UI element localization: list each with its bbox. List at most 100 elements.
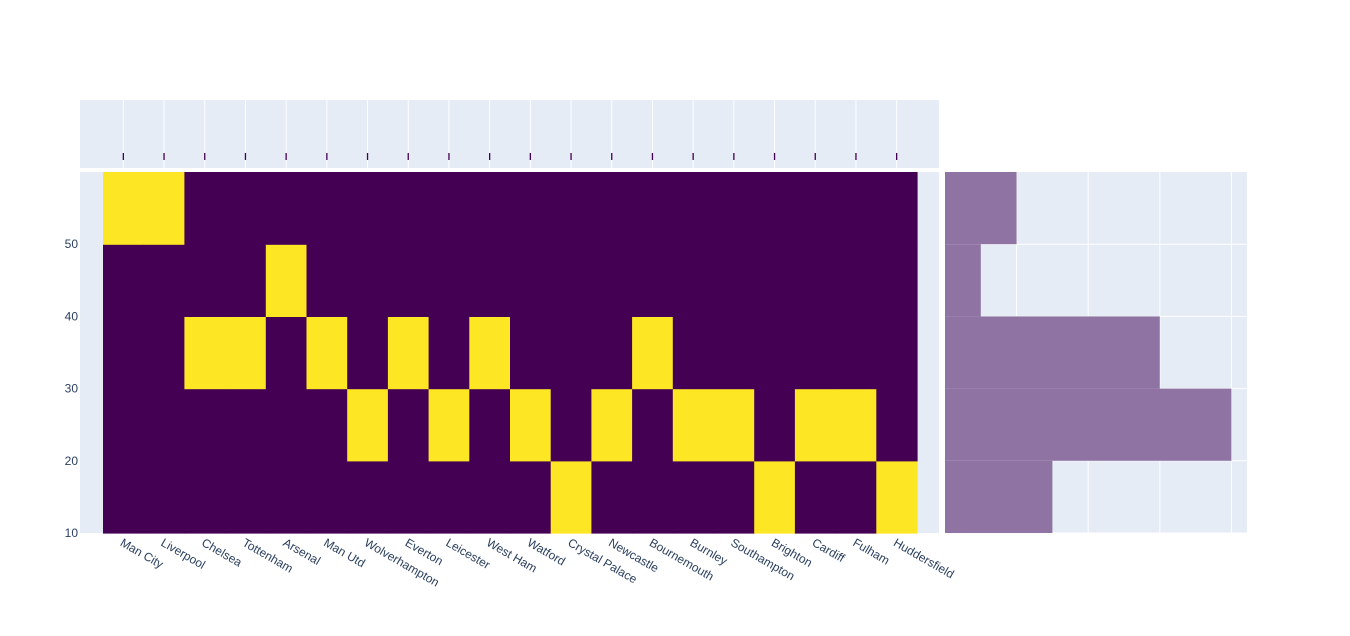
heatmap-cell xyxy=(347,316,389,390)
x-tick-label: Leicester xyxy=(443,535,492,571)
heatmap-cell xyxy=(876,244,918,317)
heatmap-cell xyxy=(387,388,430,462)
top-rug-panel xyxy=(80,100,939,168)
x-tick-label: Crystal Palace xyxy=(566,535,640,586)
heatmap-cell xyxy=(225,244,267,317)
x-tick-label: Man City xyxy=(118,535,166,571)
heatmap-cell xyxy=(550,316,592,390)
heatmap-cell xyxy=(632,172,674,245)
histogram-bar xyxy=(945,460,1053,533)
histogram-bar xyxy=(945,244,981,317)
heatmap-cell xyxy=(591,244,633,317)
heatmap-cell xyxy=(265,388,308,462)
heatmap-cell xyxy=(387,316,430,390)
heatmap-cell xyxy=(835,172,877,245)
heatmap-cell xyxy=(794,244,837,317)
heatmap-cell xyxy=(143,316,185,390)
x-tick-label: Huddersfield xyxy=(891,535,956,581)
heatmap-cell xyxy=(225,388,267,462)
heatmap-cell xyxy=(510,388,552,462)
heatmap-cell xyxy=(510,172,552,245)
y-tick-label: 10 xyxy=(65,526,79,540)
heatmap-cell xyxy=(794,172,837,245)
heatmap-cell xyxy=(306,460,348,534)
heatmap-cell xyxy=(265,172,308,245)
heatmap-cell xyxy=(713,460,755,534)
x-tick-label: Liverpool xyxy=(159,535,208,571)
heatmap-cell xyxy=(876,172,918,245)
heatmap-cell xyxy=(103,172,145,245)
heatmap-cell xyxy=(225,316,267,390)
heatmap-cell xyxy=(428,388,470,462)
y-axis-ticks: 10 20 30 40 50 xyxy=(65,237,79,540)
heatmap-cell xyxy=(632,316,674,390)
heatmap-cell xyxy=(347,388,389,462)
heatmap-cell xyxy=(306,388,348,462)
heatmap-cell xyxy=(835,460,877,534)
heatmap-cell xyxy=(469,388,511,462)
heatmap-cell xyxy=(632,244,674,317)
heatmap-cell xyxy=(713,316,755,390)
heatmap-cell xyxy=(672,172,715,245)
heatmap-cell xyxy=(754,388,796,462)
heatmap-cell xyxy=(306,316,348,390)
heatmap-cell xyxy=(754,172,796,245)
heatmap-cell xyxy=(103,244,145,317)
heatmap-cell xyxy=(143,244,185,317)
heatmap-cell xyxy=(510,316,552,390)
histogram-bar xyxy=(945,172,1017,245)
y-tick-label: 50 xyxy=(65,237,79,251)
heatmap-cell xyxy=(591,460,633,534)
heatmap-cell xyxy=(103,388,145,462)
heatmap-cell xyxy=(713,244,755,317)
x-tick-label: Cardiff xyxy=(810,535,848,565)
heatmap-cell xyxy=(143,172,185,245)
heatmap-cell xyxy=(510,244,552,317)
heatmap-cell xyxy=(672,388,715,462)
heatmap-cell xyxy=(591,172,633,245)
heatmap-cell xyxy=(754,244,796,317)
heatmap-cell xyxy=(184,172,226,245)
histogram-bar xyxy=(945,316,1160,389)
heatmap-cell xyxy=(794,388,837,462)
x-axis-ticks: Man CityLiverpoolChelseaTottenhamArsenal… xyxy=(118,535,957,589)
heatmap-cell xyxy=(469,244,511,317)
heatmap-cell xyxy=(103,460,145,534)
x-tick-label: Man Utd xyxy=(321,535,367,570)
heatmap-cell xyxy=(428,172,470,245)
heatmap-cell xyxy=(306,172,348,245)
heatmap-cell xyxy=(632,460,674,534)
heatmap-cell xyxy=(754,460,796,534)
heatmap-cell xyxy=(225,460,267,534)
heatmap-cell xyxy=(143,460,185,534)
heatmap-cell xyxy=(591,316,633,390)
heatmap-cell xyxy=(510,460,552,534)
x-tick-label: Chelsea xyxy=(199,535,244,569)
heatmap-cell xyxy=(143,388,185,462)
y-tick-label: 40 xyxy=(65,309,79,323)
heatmap-cell xyxy=(469,460,511,534)
heatmap-cell xyxy=(713,388,755,462)
heatmap-cell xyxy=(103,316,145,390)
heatmap-cell xyxy=(672,244,715,317)
heatmap-cell xyxy=(184,316,226,390)
heatmap-cell xyxy=(265,244,308,317)
y-tick-label: 30 xyxy=(65,382,79,396)
heatmap-cell xyxy=(306,244,348,317)
heatmap-cell xyxy=(591,388,633,462)
heatmap-cell xyxy=(265,460,308,534)
heatmap-cell xyxy=(184,388,226,462)
heatmap-cell xyxy=(876,388,918,462)
histogram-bars xyxy=(945,172,1232,533)
x-tick-label: Fulham xyxy=(850,535,892,567)
heatmap-cell xyxy=(794,460,837,534)
y-tick-label: 20 xyxy=(65,454,79,468)
heatmap-cell xyxy=(387,460,430,534)
heatmap-cell xyxy=(835,316,877,390)
heatmap-cell xyxy=(428,244,470,317)
heatmap-cell xyxy=(469,172,511,245)
top-rug-marks xyxy=(122,153,898,160)
heatmap-cell xyxy=(672,460,715,534)
heatmap-cell xyxy=(469,316,511,390)
